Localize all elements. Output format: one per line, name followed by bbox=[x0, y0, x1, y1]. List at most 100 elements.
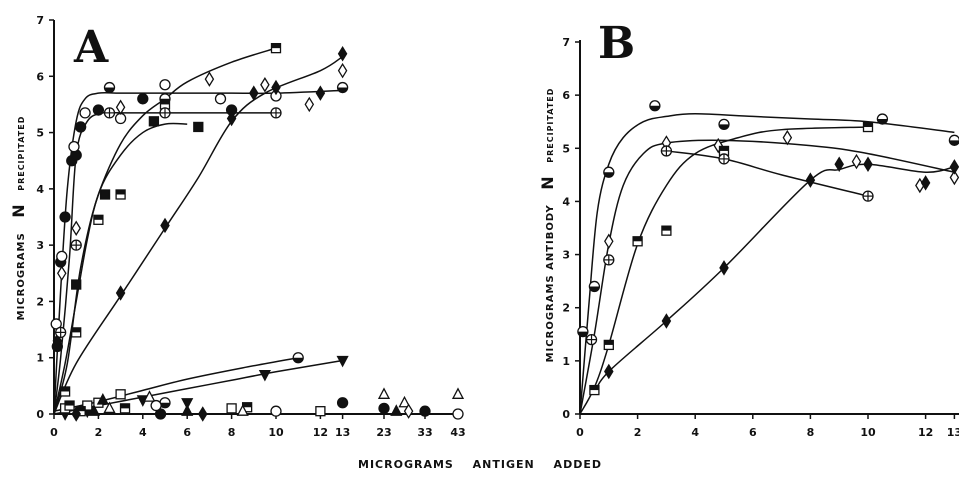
panel-a-point-filled-triangle bbox=[181, 404, 194, 416]
panel-a-point-filled-triangle-down bbox=[336, 355, 349, 368]
panel-b-curve-half-square bbox=[579, 126, 869, 415]
panel-b-point-filled-diamond bbox=[863, 156, 873, 172]
panel-b: B MICROGRAMS ANTIBODY N PRECIPITATED 012… bbox=[538, 18, 959, 439]
panel-b-point-half-circle bbox=[876, 113, 889, 125]
panel-a-point-filled-square bbox=[99, 189, 111, 200]
panel-a-point-crossed-circle bbox=[159, 107, 171, 119]
panel-b-y-tick-label: 6 bbox=[562, 89, 570, 102]
panel-a-point-crossed-circle bbox=[55, 326, 67, 339]
panel-a-point-open-circle bbox=[68, 140, 80, 153]
panel-b-point-half-circle bbox=[603, 166, 615, 178]
panel-b-point-half-circle bbox=[588, 280, 601, 293]
panel-a-point-filled-triangle-down bbox=[258, 369, 271, 382]
panel-a-point-filled-diamond bbox=[226, 110, 237, 127]
panel-b-y-tick-label: 0 bbox=[562, 408, 570, 421]
panel-a-y-tick-label: 4 bbox=[36, 183, 44, 196]
panel-b-x-tick-label: 2 bbox=[634, 426, 642, 439]
panel-a-point-filled-circle bbox=[137, 93, 149, 105]
panel-a-point-open-diamond bbox=[337, 62, 348, 79]
panel-b-point-filled-diamond bbox=[604, 363, 614, 380]
panel-b-point-crossed-circle bbox=[660, 145, 673, 157]
panel-a-point-filled-circle bbox=[59, 211, 71, 223]
panel-a-y-tick-label: 3 bbox=[36, 239, 44, 252]
panel-a-point-open-square bbox=[115, 389, 126, 400]
panel-a-point-filled-diamond bbox=[71, 406, 81, 422]
panel-b-point-crossed-circle bbox=[603, 254, 615, 266]
panel-b-point-half-square bbox=[603, 339, 614, 351]
panel-b-point-half-square bbox=[589, 384, 600, 396]
panel-a-x-tick-label: 4 bbox=[139, 426, 147, 439]
panel-a-point-open-circle bbox=[214, 93, 227, 105]
panel-a-point-crossed-circle bbox=[70, 239, 82, 251]
panel-a-point-open-triangle bbox=[103, 401, 116, 414]
panel-a-point-open-diamond bbox=[204, 71, 215, 87]
panel-a-point-open-circle bbox=[56, 250, 68, 263]
panel-a-letter: A bbox=[73, 22, 109, 73]
panel-a-x-tick-label: 6 bbox=[183, 426, 191, 439]
panel-a-point-open-diamond bbox=[260, 76, 270, 93]
panel-b-point-open-diamond bbox=[782, 129, 793, 146]
panel-b-point-crossed-circle bbox=[718, 153, 730, 165]
panel-a-y-tick-label: 7 bbox=[36, 14, 44, 27]
panel-a-point-filled-diamond bbox=[249, 85, 259, 101]
panel-a-point-open-circle bbox=[452, 408, 464, 420]
panel-a-x-tick-label: 0 bbox=[50, 426, 58, 439]
panel-b-point-open-diamond bbox=[713, 137, 724, 154]
panel-b-y-tick-label: 5 bbox=[562, 142, 570, 155]
panel-a-point-filled-triangle bbox=[96, 393, 109, 405]
panel-a-point-open-triangle bbox=[398, 395, 411, 408]
panel-a-point-open-square bbox=[315, 406, 326, 417]
panel-a-y-tick-label: 2 bbox=[36, 295, 44, 308]
panel-b-point-filled-diamond bbox=[719, 260, 729, 276]
panel-a-x-tick-label: 2 bbox=[95, 426, 103, 439]
panel-b-point-filled-diamond bbox=[834, 156, 844, 172]
panel-a-point-half-square bbox=[115, 189, 126, 200]
panel-a-point-open-square bbox=[226, 403, 237, 414]
panel-b-curve-half-circle bbox=[579, 112, 955, 415]
panel-b-letter: B bbox=[598, 18, 635, 69]
panel-b-y-label: MICROGRAMS ANTIBODY N PRECIPITATED bbox=[538, 88, 557, 363]
panel-a-x-tick-label: 23 bbox=[376, 426, 391, 439]
panel-a-curve-filled-square bbox=[53, 122, 188, 415]
panel-a-point-filled-triangle-down bbox=[181, 398, 194, 410]
panel-b-point-open-diamond bbox=[604, 233, 614, 250]
panel-a-point-open-circle bbox=[150, 399, 162, 412]
panel-a-y-tick-label: 0 bbox=[36, 408, 44, 421]
panel-a-y-tick-label: 1 bbox=[36, 352, 44, 365]
panel-b-x-tick-label: 13 bbox=[947, 426, 959, 439]
panel-b-point-half-circle bbox=[649, 100, 661, 112]
panel-a-point-open-triangle bbox=[377, 387, 391, 399]
panel-a-point-filled-diamond bbox=[271, 79, 281, 96]
panel-b-x-tick-label: 4 bbox=[691, 426, 699, 439]
panel-a-point-filled-diamond bbox=[315, 85, 326, 101]
panel-a-point-filled-square bbox=[148, 116, 160, 127]
panel-a-point-filled-square bbox=[71, 279, 82, 290]
panel-a-point-crossed-circle bbox=[270, 107, 282, 119]
panel-b-y-tick-label: 2 bbox=[562, 302, 570, 315]
panel-a-y-tick-label: 5 bbox=[36, 127, 44, 140]
panel-a-point-open-circle bbox=[159, 79, 171, 91]
panel-b-curve-open-diamond bbox=[579, 139, 955, 415]
panel-a-point-filled-triangle bbox=[87, 404, 101, 416]
panel-a-curve-filled-circle bbox=[53, 89, 343, 415]
panel-a-x-tick-label: 43 bbox=[450, 426, 465, 439]
panel-b-y-tick-label: 3 bbox=[562, 249, 570, 262]
panel-a-point-half-square bbox=[59, 386, 71, 397]
panel-a-point-open-diamond bbox=[403, 403, 414, 419]
panel-b-x-tick-label: 6 bbox=[749, 426, 757, 439]
panel-a-point-filled-circle bbox=[378, 402, 390, 415]
panel-b-y-tick-label: 7 bbox=[562, 36, 570, 49]
panel-b-point-filled-diamond bbox=[661, 313, 672, 329]
panel-a-curve-crossed-circle bbox=[53, 111, 276, 415]
panel-b-point-filled-diamond bbox=[949, 159, 959, 175]
panel-a-curve-filled-diamond bbox=[53, 55, 344, 415]
panel-a-point-half-square bbox=[93, 214, 104, 225]
panel-b-point-open-diamond bbox=[949, 169, 959, 186]
panel-a-y-label: MICROGRAMS N PRECIPITATED bbox=[9, 116, 28, 321]
panel-a-point-open-diamond bbox=[57, 265, 67, 282]
panel-a-point-half-circle bbox=[103, 81, 116, 94]
panel-a-point-open-circle bbox=[114, 112, 127, 125]
panel-a-point-open-triangle bbox=[236, 404, 249, 416]
